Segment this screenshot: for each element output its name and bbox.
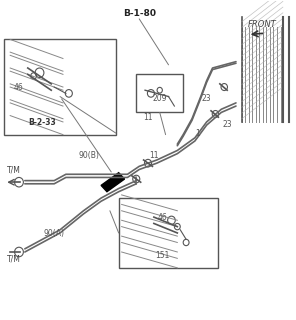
Text: 46: 46 bbox=[158, 213, 168, 222]
Text: 209: 209 bbox=[152, 94, 167, 103]
Bar bbox=[4, 39, 116, 135]
Text: 90(A): 90(A) bbox=[44, 229, 65, 238]
Text: 23: 23 bbox=[202, 94, 211, 103]
Text: T/M: T/M bbox=[7, 166, 21, 175]
Bar bbox=[119, 198, 218, 268]
Text: FRONT: FRONT bbox=[248, 20, 276, 29]
Text: 90(B): 90(B) bbox=[79, 151, 100, 160]
Text: 151: 151 bbox=[155, 251, 170, 260]
Text: T/M: T/M bbox=[7, 254, 21, 263]
Polygon shape bbox=[101, 173, 125, 192]
Text: 11: 11 bbox=[149, 151, 159, 160]
Text: B-2-33: B-2-33 bbox=[29, 118, 56, 127]
Bar bbox=[136, 74, 183, 112]
Text: 11: 11 bbox=[143, 113, 153, 122]
Text: 46: 46 bbox=[14, 83, 24, 92]
Text: 23: 23 bbox=[222, 120, 232, 129]
Text: B-1-80: B-1-80 bbox=[123, 9, 156, 18]
Text: 1: 1 bbox=[195, 129, 200, 138]
